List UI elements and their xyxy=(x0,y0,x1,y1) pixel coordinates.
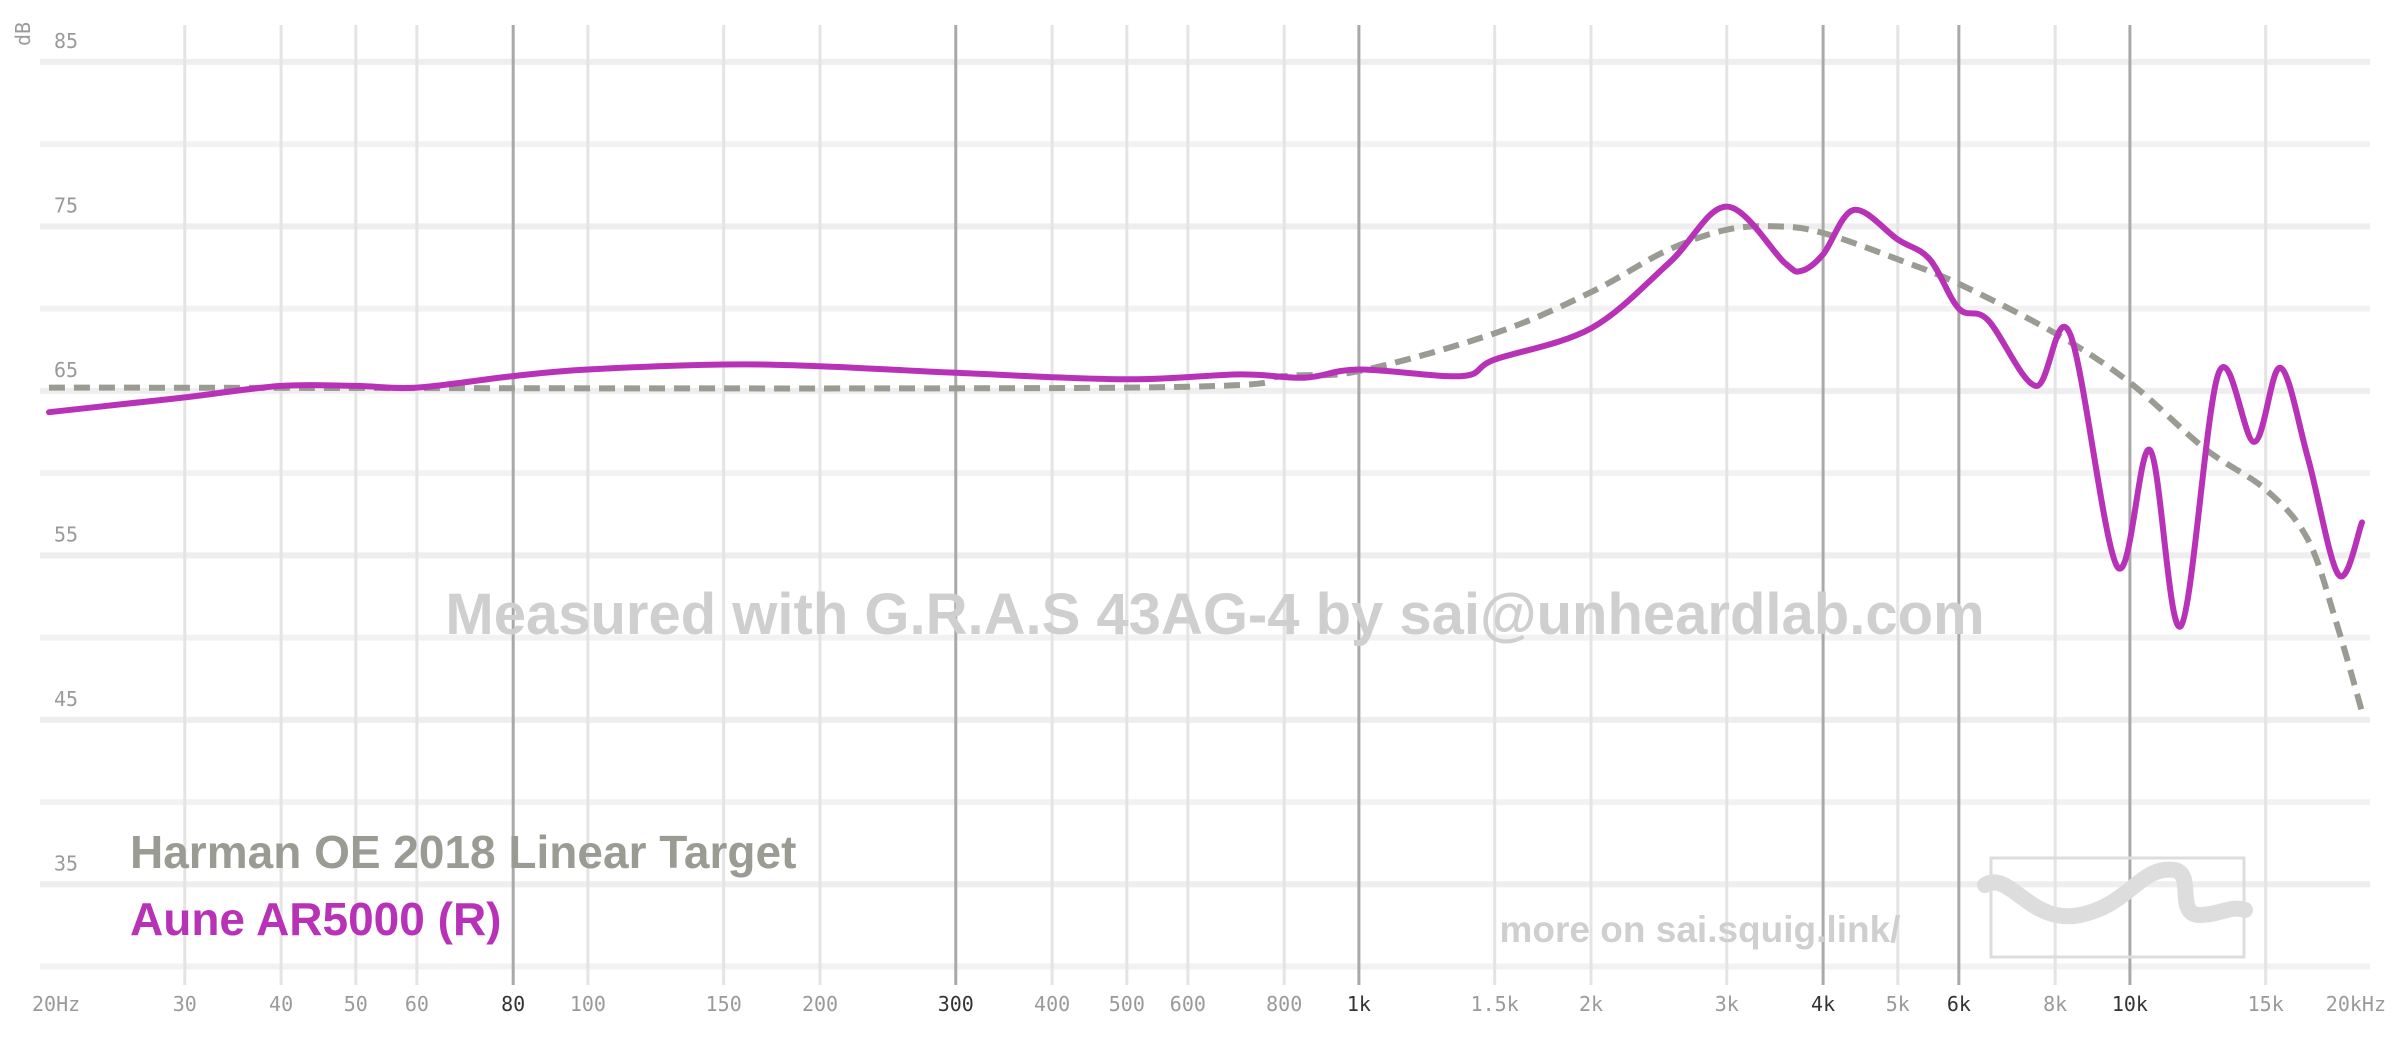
x-tick-label: 2k xyxy=(1579,992,1603,1016)
legend: Harman OE 2018 Linear Target Aune AR5000 … xyxy=(130,826,796,945)
x-tick-label: 1k xyxy=(1347,992,1371,1016)
site-link[interactable]: more on sai.squig.link/ xyxy=(1500,909,1901,950)
x-tick-label: 4k xyxy=(1811,992,1835,1016)
x-tick-label: 20kHz xyxy=(2326,992,2386,1016)
x-tick-label: 60 xyxy=(405,992,429,1016)
grid: 85 75 65 55 45 35 20Hz 30 40 50 60 80 100 150 200 300 40… xyxy=(32,25,2386,1016)
x-tick-label: 100 xyxy=(570,992,606,1016)
y-tick-label: 65 xyxy=(54,358,78,382)
logo xyxy=(1977,856,2253,959)
x-tick-label: 50 xyxy=(344,992,368,1016)
x-tick-label: 600 xyxy=(1170,992,1206,1016)
x-tick-label: 1.5k xyxy=(1471,992,1519,1016)
target-curve xyxy=(48,223,2365,713)
y-tick-label: 55 xyxy=(54,522,78,546)
logo-squiggle xyxy=(1977,861,2253,925)
y-tick-label: 45 xyxy=(54,687,78,711)
x-tick-label: 300 xyxy=(938,992,974,1016)
legend-entry[interactable]: Harman OE 2018 Linear Target xyxy=(130,826,796,878)
legend-entry[interactable]: Aune AR5000 (R) xyxy=(130,893,501,945)
x-tick-label: 500 xyxy=(1109,992,1145,1016)
x-tick-label: 8k xyxy=(2043,992,2067,1016)
x-tick-label: 10k xyxy=(2112,992,2148,1016)
y-tick-label: 85 xyxy=(54,29,78,53)
x-tick-label: 200 xyxy=(802,992,838,1016)
x-tick-label: 15k xyxy=(2248,992,2284,1016)
x-tick-label: 80 xyxy=(501,992,525,1016)
x-tick-label: 40 xyxy=(269,992,293,1016)
y-axis-label: dB xyxy=(11,22,35,46)
x-tick-label: 800 xyxy=(1266,992,1302,1016)
y-tick-label: 75 xyxy=(54,193,78,217)
x-tick-label: 3k xyxy=(1715,992,1739,1016)
plot xyxy=(46,203,2365,713)
x-tick-label: 400 xyxy=(1034,992,1070,1016)
x-tick-label: 5k xyxy=(1886,992,1910,1016)
measured-curve xyxy=(46,203,2365,630)
x-tick-label: 30 xyxy=(173,992,197,1016)
x-tick-label: 20Hz xyxy=(32,992,80,1016)
watermark: Measured with G.R.A.S 43AG-4 by sai@unhe… xyxy=(445,582,1984,647)
y-tick-label: 35 xyxy=(54,851,78,875)
x-tick-label: 150 xyxy=(706,992,742,1016)
x-tick-label: 6k xyxy=(1947,992,1971,1016)
